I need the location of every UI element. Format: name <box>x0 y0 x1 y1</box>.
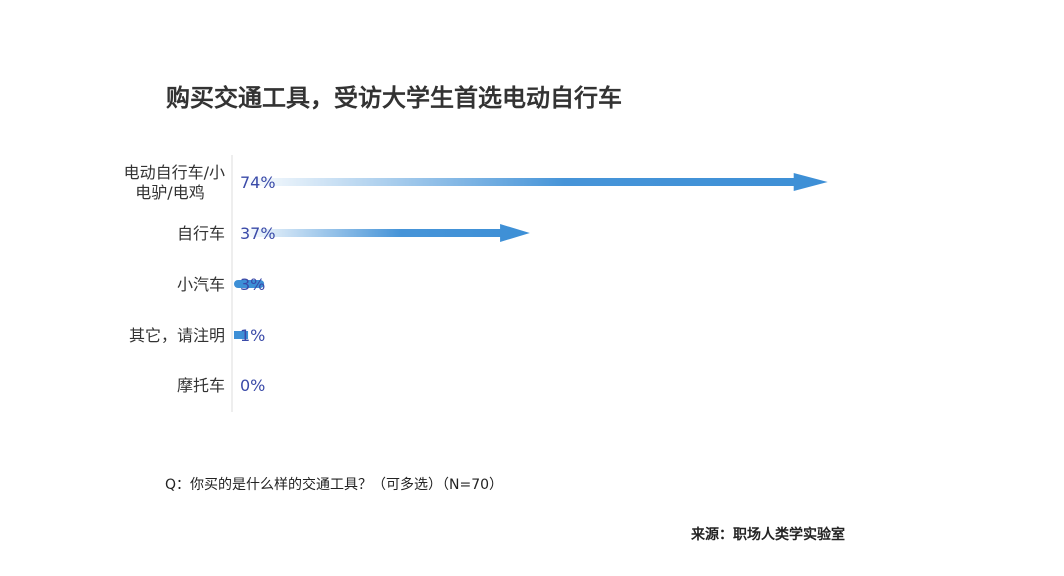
bar <box>234 280 265 288</box>
category-label: 电动自行车/小电驴/电鸡 <box>124 163 225 202</box>
category-label: 自行车 <box>177 224 225 243</box>
source-note: 来源：职场人类学实验室 <box>691 527 845 543</box>
bar <box>240 224 530 242</box>
question-note: Q：你买的是什么样的交通工具？（可多选）（N=70） <box>165 477 504 493</box>
chart-title: 购买交通工具，受访大学生首选电动自行车 <box>166 84 622 112</box>
data-label: 3% <box>240 275 265 294</box>
data-label: 0% <box>240 376 265 395</box>
bar <box>234 331 249 339</box>
category-label: 其它，请注明 <box>129 326 225 345</box>
category-label: 小汽车 <box>177 275 225 294</box>
bar <box>240 173 828 191</box>
data-label: 37% <box>240 224 276 243</box>
data-label: 1% <box>240 326 265 345</box>
data-label: 74% <box>240 173 276 192</box>
category-label: 摩托车 <box>177 376 225 395</box>
